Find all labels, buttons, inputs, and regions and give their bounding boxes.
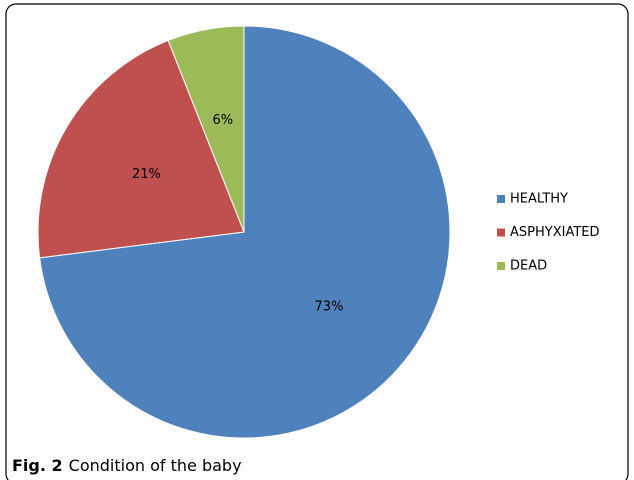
- legend-label: DEAD: [510, 259, 547, 274]
- pie: 73% 21% 6%: [37, 25, 451, 439]
- legend: HEALTHY ASPHYXIATED DEAD: [497, 192, 600, 274]
- data-label: 73%: [315, 299, 344, 314]
- caption: Fig. 2 Condition of the baby: [12, 456, 242, 475]
- caption-text: Condition of the baby: [69, 456, 242, 475]
- legend-label: ASPHYXIATED: [510, 225, 600, 240]
- slice: [39, 25, 451, 439]
- legend-swatch: [497, 228, 505, 237]
- slice: [37, 39, 245, 259]
- data-label: 6%: [212, 113, 233, 128]
- legend-swatch: [497, 262, 505, 270]
- legend-swatch: [497, 195, 505, 203]
- caption-label: Fig. 2: [12, 456, 63, 475]
- slice: [167, 25, 245, 233]
- legend-label: HEALTHY: [510, 192, 568, 207]
- frame: [5, 3, 629, 480]
- data-label: 21%: [132, 167, 161, 182]
